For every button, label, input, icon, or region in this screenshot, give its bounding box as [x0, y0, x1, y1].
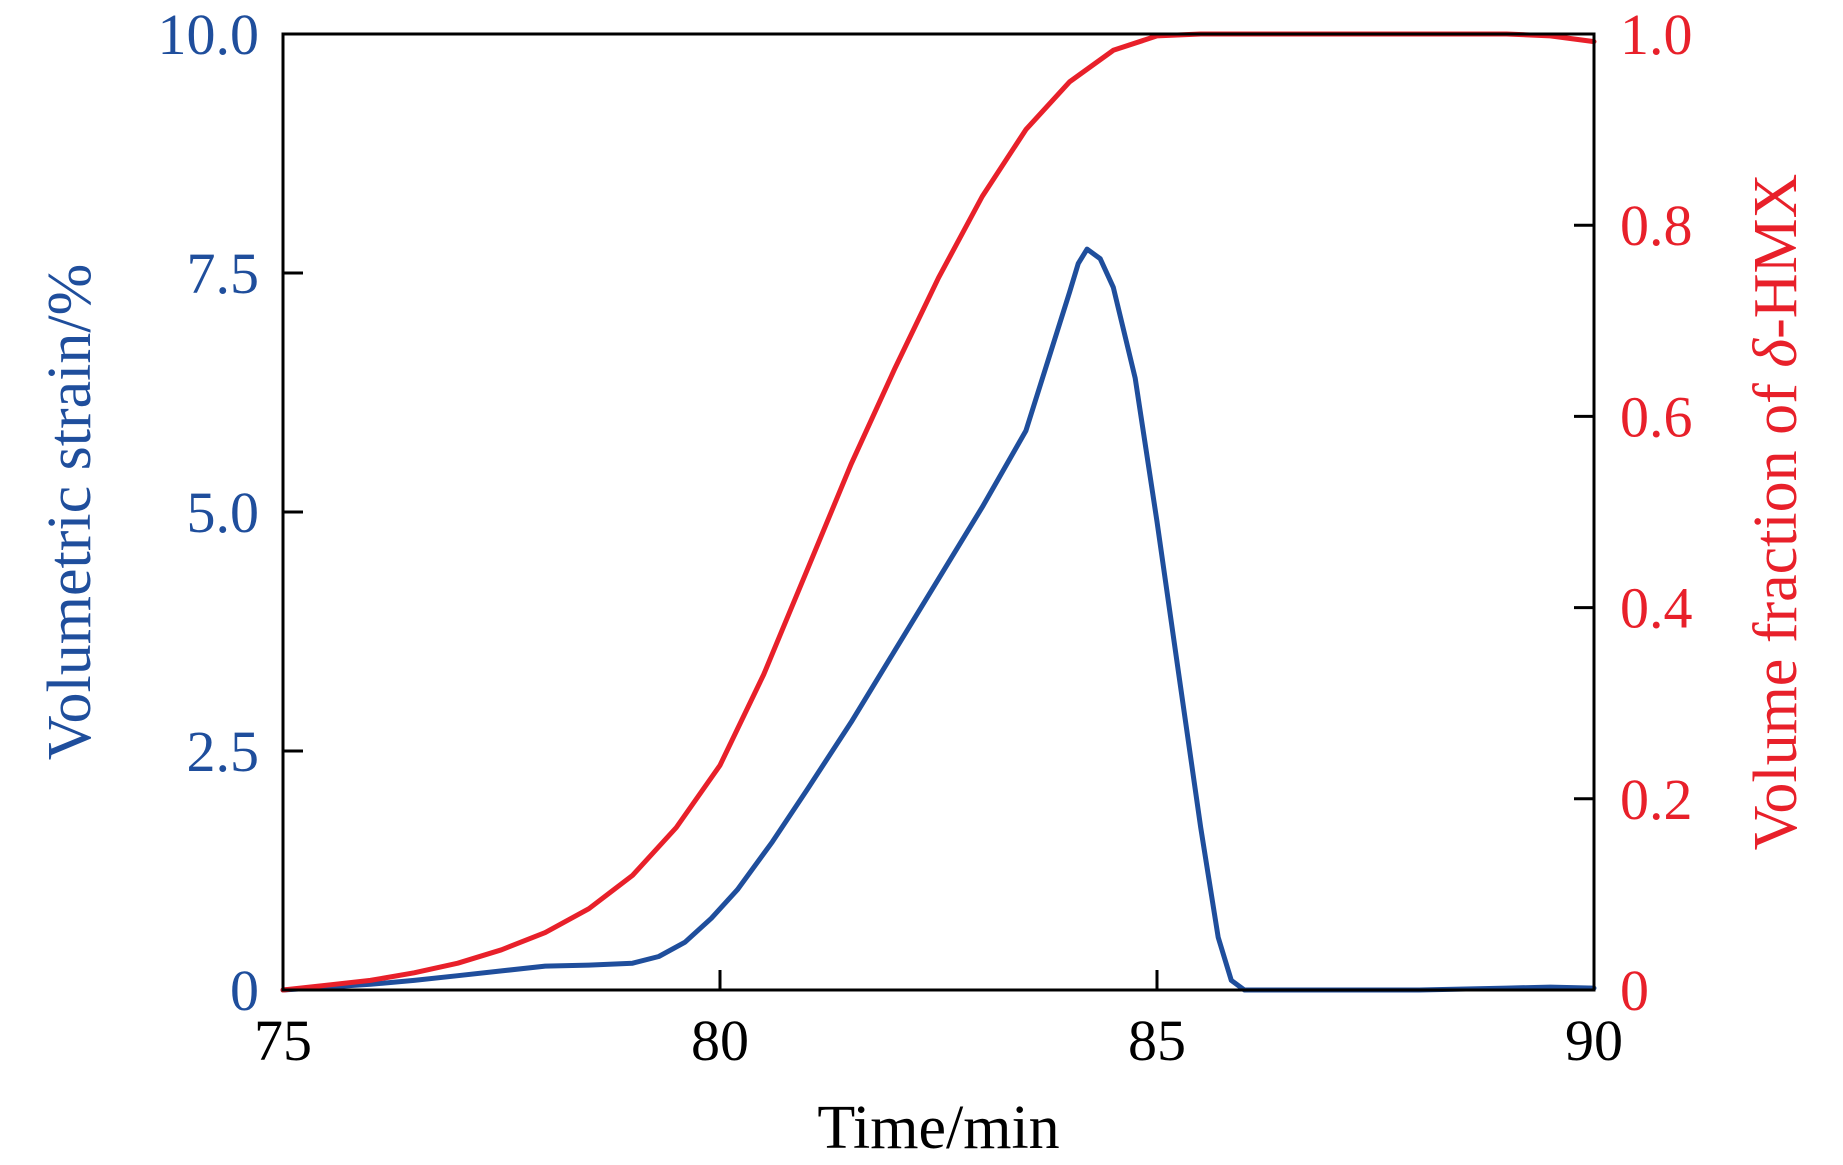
- y-right-axis-title-prefix: Volume fraction of: [1742, 368, 1810, 851]
- y-left-axis-title: Volumetric strain/%: [36, 264, 104, 760]
- y-right-tick-label: 0.8: [1620, 193, 1693, 258]
- series-line-left: [280, 246, 1597, 993]
- y-right-tick-label: 0.6: [1620, 384, 1693, 449]
- y-right-axis-title-suffix: -HMX: [1742, 174, 1810, 339]
- x-tick-label: 90: [1565, 1008, 1623, 1073]
- series-line-right: [280, 31, 1597, 993]
- y-right-tick-label: 0.2: [1620, 767, 1693, 832]
- x-axis: 75 80 85 90: [254, 970, 1623, 1073]
- series-layer: [280, 31, 1597, 993]
- y-left-tick-label: 2.5: [187, 719, 260, 784]
- x-tick-label: 85: [1128, 1008, 1186, 1073]
- y-left-tick-label: 5.0: [187, 480, 260, 545]
- y-right-axis-title-symbol: δ: [1742, 338, 1810, 368]
- y-right-tick-label: 0: [1620, 958, 1649, 1023]
- y-left-axis: 0 2.5 5.0 7.5 10.0: [158, 2, 303, 1023]
- x-tick-label: 75: [254, 1008, 312, 1073]
- y-right-tick-label: 0.4: [1620, 576, 1693, 641]
- y-left-tick-label: 10.0: [158, 2, 260, 67]
- y-right-axis-title: Volume fraction of δ-HMX: [1742, 174, 1810, 851]
- x-tick-label: 80: [691, 1008, 749, 1073]
- y-right-tick-label: 1.0: [1620, 2, 1693, 67]
- plot-frame: [281, 32, 1596, 992]
- y-left-tick-label: 0: [230, 958, 259, 1023]
- x-axis-title: Time/min: [817, 1094, 1059, 1162]
- y-left-tick-label: 7.5: [187, 241, 260, 306]
- y-right-axis: 0 0.2 0.4 0.6 0.8 1.0: [1574, 2, 1693, 1023]
